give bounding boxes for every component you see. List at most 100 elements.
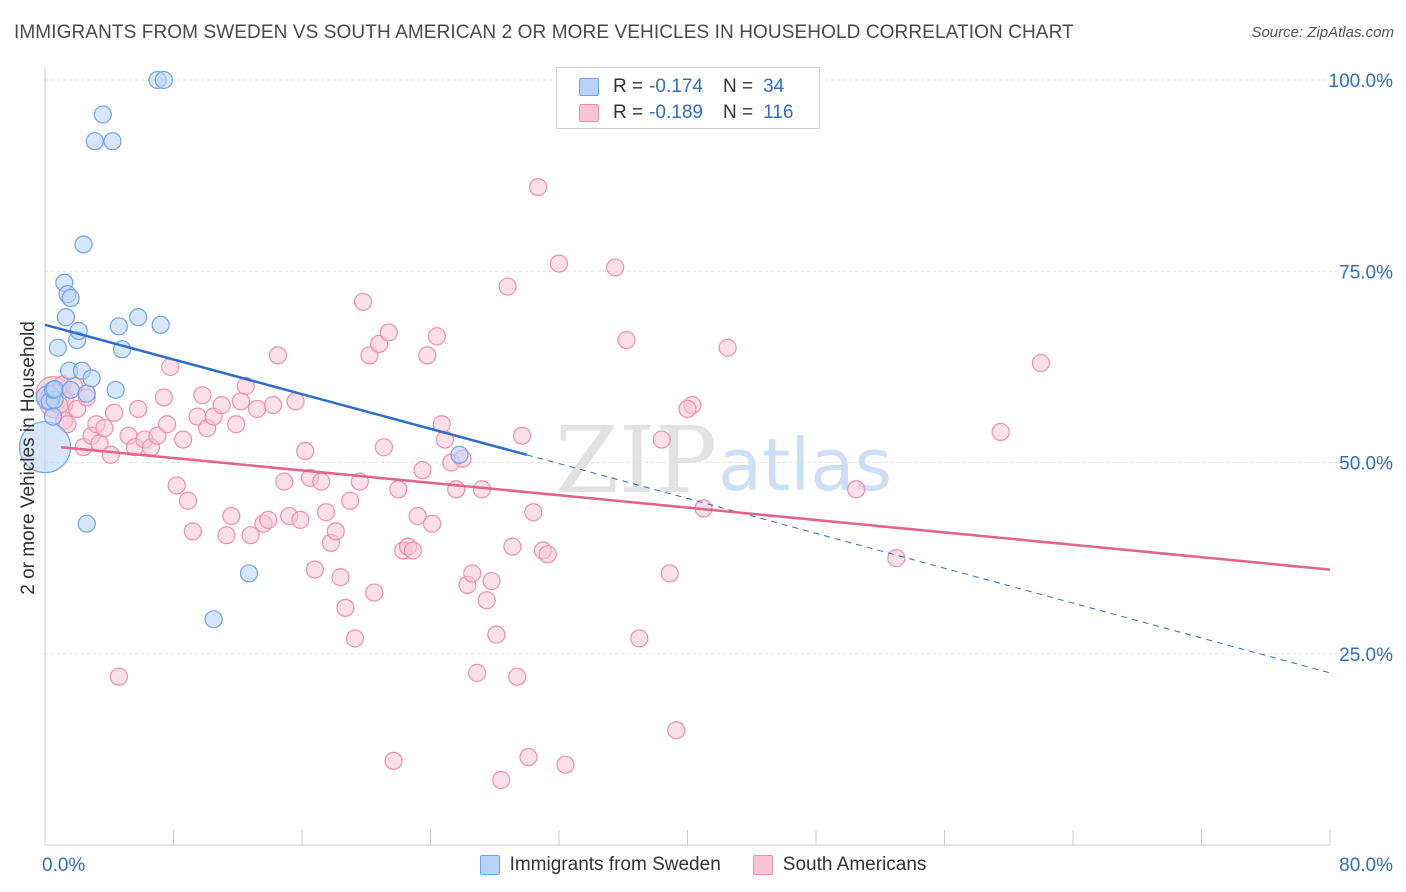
south-americans-point bbox=[222, 506, 241, 526]
south-americans-point bbox=[167, 476, 186, 495]
south-americans-point bbox=[365, 583, 384, 602]
watermark-atlas: atlas bbox=[718, 423, 892, 507]
sweden-point bbox=[129, 308, 148, 327]
legend-swatch-south-americans bbox=[579, 104, 599, 122]
south-americans-point bbox=[408, 506, 427, 526]
y-tick-label: 75.0% bbox=[1339, 262, 1393, 283]
south-americans-point bbox=[617, 331, 636, 350]
south-americans-point bbox=[353, 292, 373, 311]
south-americans-point bbox=[154, 388, 173, 407]
legend-row-south-americans: R = -0.189 N = 116 bbox=[579, 101, 793, 125]
south-americans-point bbox=[275, 472, 294, 491]
south-americans-point bbox=[524, 503, 543, 522]
legend-n-value: 116 bbox=[763, 102, 794, 123]
south-americans-point bbox=[157, 415, 177, 434]
south-americans-point bbox=[1031, 353, 1050, 373]
south-americans-point bbox=[667, 721, 686, 740]
south-americans-point bbox=[101, 445, 120, 464]
south-americans-point bbox=[241, 526, 260, 545]
south-americans-point bbox=[217, 526, 236, 545]
legend-n-label: N = bbox=[722, 102, 754, 123]
series-legend-item-sweden[interactable]: Immigrants from Sweden bbox=[479, 854, 721, 876]
south-americans-point bbox=[305, 560, 324, 579]
south-americans-point bbox=[423, 514, 442, 533]
sweden-point bbox=[106, 380, 125, 399]
south-americans-point bbox=[630, 629, 649, 648]
y-tick-label: 25.0% bbox=[1339, 645, 1393, 666]
south-americans-point bbox=[247, 399, 267, 419]
sweden-point bbox=[85, 132, 104, 151]
watermark: ZIP atlas bbox=[555, 407, 892, 514]
south-americans-point bbox=[556, 755, 575, 774]
sweden-point bbox=[109, 317, 128, 336]
south-americans-point bbox=[549, 254, 569, 273]
y-tick-label: 100.0% bbox=[1329, 71, 1394, 92]
south-americans-point bbox=[512, 426, 532, 445]
south-americans-point bbox=[887, 549, 906, 568]
y-tick-label: 50.0% bbox=[1339, 454, 1393, 475]
legend-r-value: -0.174 bbox=[649, 76, 703, 97]
sweden-point bbox=[450, 445, 469, 464]
sweden-point bbox=[151, 315, 170, 334]
south-americans-point bbox=[336, 598, 355, 617]
south-americans-point bbox=[678, 399, 697, 419]
sweden-point bbox=[74, 235, 93, 254]
south-americans-point bbox=[316, 503, 336, 522]
south-americans-point bbox=[418, 346, 437, 365]
south-americans-point bbox=[58, 415, 77, 434]
south-americans-point bbox=[193, 386, 212, 405]
sweden-trend-extension bbox=[526, 454, 1331, 674]
sweden-point bbox=[56, 308, 75, 327]
south-americans-point bbox=[718, 338, 737, 357]
south-americans-points bbox=[35, 178, 1050, 790]
south-americans-point bbox=[312, 472, 331, 491]
series-legend: Immigrants from Sweden South Americans bbox=[0, 852, 1406, 878]
south-americans-point bbox=[95, 418, 114, 438]
source-credit: Source: ZipAtlas.com bbox=[1251, 24, 1394, 41]
sweden-point bbox=[103, 132, 122, 151]
south-americans-point bbox=[482, 571, 501, 591]
south-americans-point bbox=[660, 564, 679, 583]
south-americans-point bbox=[259, 510, 278, 529]
x-tick-label: 0.0% bbox=[42, 855, 85, 876]
sweden-point bbox=[77, 514, 96, 533]
south-americans-point bbox=[847, 480, 866, 499]
south-americans-point bbox=[463, 564, 482, 583]
sweden-point bbox=[69, 321, 88, 341]
south-americans-point bbox=[991, 422, 1010, 441]
sweden-points bbox=[18, 70, 469, 629]
south-americans-point bbox=[492, 770, 511, 790]
south-americans-point bbox=[435, 430, 455, 449]
south-americans-point bbox=[231, 392, 251, 411]
south-americans-point bbox=[447, 480, 466, 499]
south-americans-point bbox=[498, 277, 517, 296]
south-americans-point bbox=[374, 438, 394, 457]
south-americans-point bbox=[268, 346, 288, 365]
south-americans-point bbox=[389, 480, 408, 499]
legend-r-label: R = bbox=[613, 76, 644, 97]
south-americans-point bbox=[403, 541, 422, 560]
south-americans-point bbox=[263, 396, 283, 415]
sweden-point bbox=[82, 369, 101, 388]
south-americans-point bbox=[529, 178, 548, 197]
south-americans-point bbox=[326, 522, 345, 541]
series-label-south-americans: South Americans bbox=[782, 854, 927, 875]
watermark-zip: ZIP bbox=[555, 407, 717, 514]
south-americans-point bbox=[227, 415, 246, 434]
south-americans-point bbox=[183, 522, 202, 541]
south-americans-point bbox=[345, 629, 365, 648]
legend-n-label: N = bbox=[722, 76, 754, 97]
south-americans-point bbox=[519, 747, 538, 767]
south-americans-point bbox=[178, 491, 198, 510]
south-americans-point bbox=[477, 591, 496, 610]
series-label-sweden: Immigrants from Sweden bbox=[509, 854, 721, 875]
sweden-point bbox=[61, 288, 80, 308]
south-americans-point bbox=[384, 751, 403, 770]
sweden-point bbox=[43, 407, 63, 426]
series-legend-item-south-americans[interactable]: South Americans bbox=[752, 854, 927, 876]
south-americans-point bbox=[331, 568, 350, 587]
south-americans-point bbox=[291, 510, 310, 529]
legend-swatch-sweden bbox=[579, 78, 599, 96]
sweden-point bbox=[239, 564, 259, 583]
